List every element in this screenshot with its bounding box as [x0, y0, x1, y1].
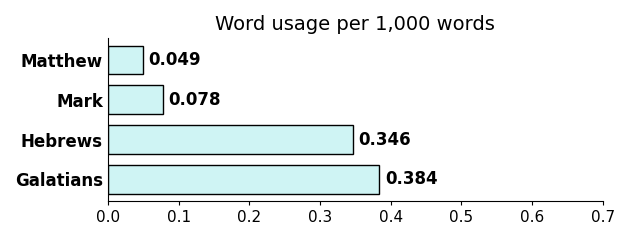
Text: 0.049: 0.049	[148, 51, 201, 69]
Bar	[108, 46, 142, 74]
Title: Word usage per 1,000 words: Word usage per 1,000 words	[215, 15, 495, 34]
Text: 0.384: 0.384	[385, 170, 438, 188]
Bar	[108, 85, 163, 114]
Text: 0.346: 0.346	[358, 131, 411, 149]
Text: 0.078: 0.078	[169, 91, 221, 109]
Bar	[108, 125, 353, 154]
Bar	[108, 165, 379, 194]
